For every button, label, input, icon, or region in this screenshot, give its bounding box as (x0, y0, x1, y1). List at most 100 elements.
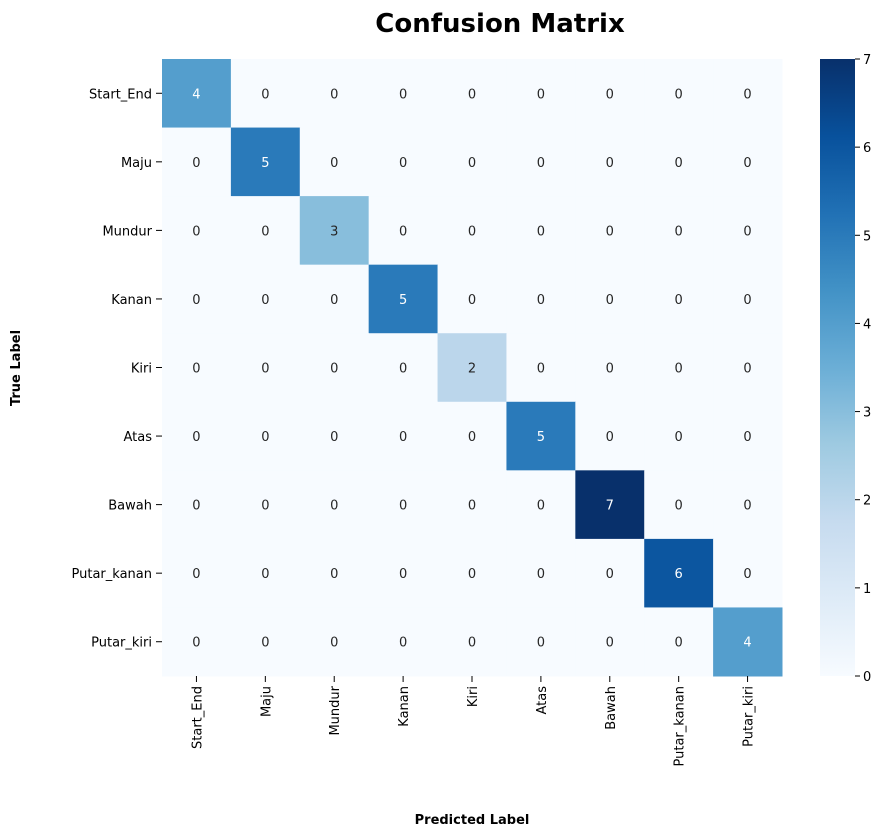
heatmap-cell (299, 333, 370, 403)
x-tick-label: Atas (535, 686, 550, 715)
cell-value-label: 0 (537, 293, 545, 308)
cell-value-label: 0 (537, 156, 545, 171)
cell-value-label: 5 (399, 293, 407, 308)
heatmap-cell (437, 264, 507, 334)
cell-value-label: 4 (743, 636, 751, 651)
cell-value-label: 0 (675, 293, 683, 308)
colorbar (820, 59, 855, 676)
cell-value-label: 0 (330, 636, 338, 651)
cell-value-label: 0 (192, 156, 200, 171)
heatmap-cell (162, 333, 232, 403)
cell-value-label: 0 (606, 156, 614, 171)
cell-value-label: 0 (743, 499, 751, 514)
heatmap-cell (299, 59, 370, 129)
cell-value-label: 0 (192, 636, 200, 651)
heatmap-cell (299, 607, 370, 677)
colorbar-tick-label: 3 (863, 406, 871, 421)
cell-value-label: 0 (606, 636, 614, 651)
cell-value-label: 7 (606, 499, 614, 514)
colorbar-tick-label: 5 (863, 229, 871, 244)
cell-value-label: 0 (330, 430, 338, 445)
cell-value-label: 0 (399, 636, 407, 651)
cell-value-label: 0 (675, 362, 683, 377)
cell-value-label: 0 (330, 499, 338, 514)
heatmap-cell (368, 127, 439, 197)
heatmap-cell (230, 127, 301, 197)
cell-value-label: 0 (606, 362, 614, 377)
heatmap-cell (506, 538, 576, 608)
cell-value-label: 5 (537, 430, 545, 445)
cell-value-label: 0 (537, 362, 545, 377)
heatmap-cell (575, 264, 645, 334)
heatmap-cell (575, 127, 645, 197)
cell-value-label: 0 (675, 636, 683, 651)
heatmap-cell (230, 607, 301, 677)
heatmap-cell (437, 59, 507, 129)
heatmap-cell (437, 401, 507, 471)
cell-value-label: 0 (261, 224, 269, 239)
heatmap-cell (368, 196, 439, 266)
heatmap-cell (437, 538, 507, 608)
heatmap-cell (368, 59, 439, 129)
heatmap-cell (713, 333, 783, 403)
y-tick-label: Mundur (102, 224, 152, 239)
cell-value-label: 0 (537, 87, 545, 102)
heatmap-cell (230, 264, 301, 334)
y-tick-label: Kiri (131, 362, 152, 377)
y-axis-ticks: Start_End Maju Mundur Kanan Kiri Atas Bawah Put… (72, 87, 162, 651)
cell-value-label: 0 (192, 362, 200, 377)
cell-value-label: 0 (330, 293, 338, 308)
x-tick-label: Kanan (397, 686, 412, 727)
heatmap-cell (162, 59, 232, 129)
heatmap-cell (575, 470, 645, 540)
colorbar-tick-label: 4 (863, 317, 871, 332)
y-axis-title: True Label (9, 330, 24, 406)
cell-value-label: 0 (399, 362, 407, 377)
heatmap-cell (575, 333, 645, 403)
cell-value-label: 3 (330, 224, 338, 239)
heatmap-cell (713, 401, 783, 471)
heatmap-cell (230, 333, 301, 403)
heatmap-cell (230, 470, 301, 540)
cell-value-label: 0 (743, 567, 751, 582)
heatmap-cell (299, 127, 370, 197)
colorbar-tick-label: 1 (863, 582, 871, 597)
cell-value-label: 0 (743, 224, 751, 239)
heatmap-cell (644, 538, 714, 608)
x-axis-title: Predicted Label (415, 813, 530, 828)
heatmap-cell (506, 401, 576, 471)
heatmap-cell (644, 59, 714, 129)
heatmap-cell (299, 401, 370, 471)
cell-value-label: 0 (261, 87, 269, 102)
heatmap-cell (437, 196, 507, 266)
heatmap-cell (575, 59, 645, 129)
cell-value-label: 0 (399, 87, 407, 102)
heatmap-cell (506, 607, 576, 677)
heatmap-cell (162, 538, 232, 608)
heatmap-cell (230, 196, 301, 266)
cell-value-label: 0 (330, 567, 338, 582)
cell-value-label: 0 (743, 362, 751, 377)
heatmap-cell (575, 401, 645, 471)
cell-value-label: 0 (192, 567, 200, 582)
cell-value-label: 2 (468, 362, 476, 377)
heatmap-cell (575, 538, 645, 608)
cell-value-label: 0 (261, 499, 269, 514)
heatmap-cell (575, 607, 645, 677)
cell-value-label: 0 (675, 224, 683, 239)
cell-value-label: 0 (261, 567, 269, 582)
heatmap-cell (644, 401, 714, 471)
cell-value-label: 0 (399, 430, 407, 445)
cell-value-label: 0 (675, 430, 683, 445)
cell-value-label: 0 (261, 293, 269, 308)
y-tick-label: Start_End (89, 87, 152, 102)
heatmap-cell (162, 401, 232, 471)
cell-value-label: 0 (606, 293, 614, 308)
heatmap-cell (506, 333, 576, 403)
cell-value-label: 0 (399, 224, 407, 239)
heatmap-cell (368, 333, 439, 403)
heatmap-cell (506, 127, 576, 197)
heatmap-cell (506, 59, 576, 129)
chart-title: Confusion Matrix (375, 9, 625, 39)
heatmap-cell (299, 264, 370, 334)
